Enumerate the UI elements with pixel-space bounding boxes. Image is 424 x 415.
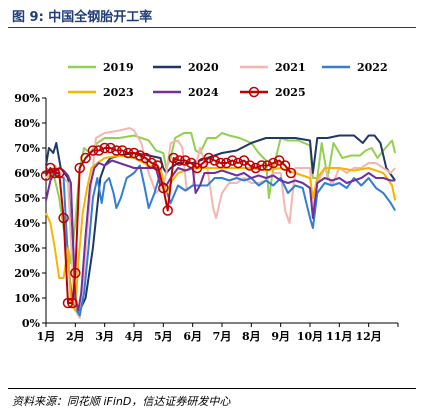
x-tick-label: 2月 <box>66 330 85 343</box>
data-point-2025 <box>70 267 81 279</box>
data-point-2025 <box>93 145 105 156</box>
series-line-2021 <box>45 127 396 319</box>
legend-label-2023: 2023 <box>103 86 134 99</box>
x-tick-label: 12月 <box>356 330 382 343</box>
x-tick-label: 4月 <box>125 330 144 343</box>
data-point-2025 <box>58 212 69 224</box>
data-point-2025 <box>262 160 273 171</box>
x-tick-label: 5月 <box>154 330 173 343</box>
data-point-2025 <box>174 155 185 166</box>
data-point-2025 <box>134 150 146 161</box>
data-point-2025 <box>146 157 157 169</box>
x-tick-label: 7月 <box>213 330 232 343</box>
data-point-2025 <box>168 152 179 164</box>
data-point-2025 <box>111 145 122 156</box>
data-point-2025 <box>279 160 291 171</box>
data-point-2025 <box>209 155 220 166</box>
data-point-2025 <box>74 162 85 174</box>
data-point-2025 <box>285 167 297 179</box>
data-point-2025 <box>256 160 267 171</box>
x-axis: 1月 2月 3月 4月 5月 6月 7月 8月 9月 10月 11月 12月 <box>37 322 399 343</box>
data-point-2025 <box>49 167 61 179</box>
y-tick-label: 70% <box>14 142 40 155</box>
data-point-2025 <box>99 142 110 154</box>
x-tick-label: 1月 <box>37 330 56 343</box>
series-line-2022 <box>45 164 396 317</box>
data-point-2025 <box>162 205 173 216</box>
y-tick-label: 50% <box>14 192 40 205</box>
y-tick-label: 40% <box>14 217 40 230</box>
y-tick-label: 60% <box>14 167 40 180</box>
series-line-2024 <box>45 159 396 312</box>
y-tick-label: 10% <box>14 292 40 305</box>
data-point-2025 <box>268 157 279 169</box>
data-point-2025 <box>215 157 226 169</box>
legend-label-2020: 2020 <box>188 61 219 74</box>
data-point-2025 <box>105 142 116 154</box>
data-point-2025 <box>152 160 163 171</box>
source-divider <box>8 388 416 389</box>
data-point-2025 <box>87 145 99 156</box>
data-point-2025 <box>80 152 91 164</box>
x-tick-label: 3月 <box>95 330 114 343</box>
y-tick-label: 80% <box>14 117 40 130</box>
data-point-2025 <box>117 145 128 156</box>
data-point-2025 <box>203 152 215 164</box>
y-tick-label: 90% <box>14 92 40 105</box>
data-point-2025 <box>122 147 134 159</box>
plot-area <box>40 127 397 319</box>
legend-marker-2025 <box>248 86 260 98</box>
data-point-2025 <box>227 155 238 166</box>
legend-label-2021: 2021 <box>275 61 306 74</box>
y-tick-label: 0% <box>22 317 41 330</box>
data-point-2025 <box>244 160 256 171</box>
x-tick-label: 10月 <box>297 330 323 343</box>
x-tick-label: 11月 <box>326 330 352 343</box>
data-point-2025 <box>250 162 261 174</box>
legend-label-2025: 2025 <box>275 86 306 99</box>
x-tick-label: 9月 <box>271 330 290 343</box>
line-chart: 2019 2020 2021 2022 2023 2024 2025 0% 10% 20% 30%… <box>14 61 399 343</box>
legend-label-2024: 2024 <box>188 86 219 99</box>
data-point-2025 <box>62 297 74 309</box>
legend-label-2019: 2019 <box>103 61 134 74</box>
chart-legend: 2019 2020 2021 2022 2023 2024 2025 <box>68 61 388 99</box>
data-point-2025 <box>232 157 244 169</box>
data-point-2025 <box>158 182 169 194</box>
x-tick-label: 6月 <box>183 330 202 343</box>
y-tick-label: 20% <box>14 267 40 280</box>
data-point-2025 <box>221 157 232 169</box>
legend-label-2022: 2022 <box>357 61 388 74</box>
y-tick-label: 30% <box>14 242 40 255</box>
source-note: 资料来源：同花顺 iFinD，信达证券研发中心 <box>12 395 231 408</box>
data-point-2025 <box>128 147 140 159</box>
data-point-2025 <box>67 297 78 309</box>
title-divider <box>8 27 416 28</box>
data-point-2025 <box>53 167 65 179</box>
data-point-2025 <box>180 155 191 166</box>
x-tick-label: 8月 <box>242 330 261 343</box>
y-axis: 0% 10% 20% 30% 40% 50% 60% 70% 80% 90% <box>14 92 47 330</box>
figure-title: 图 9: 中国全钢胎开工率 <box>12 10 153 25</box>
